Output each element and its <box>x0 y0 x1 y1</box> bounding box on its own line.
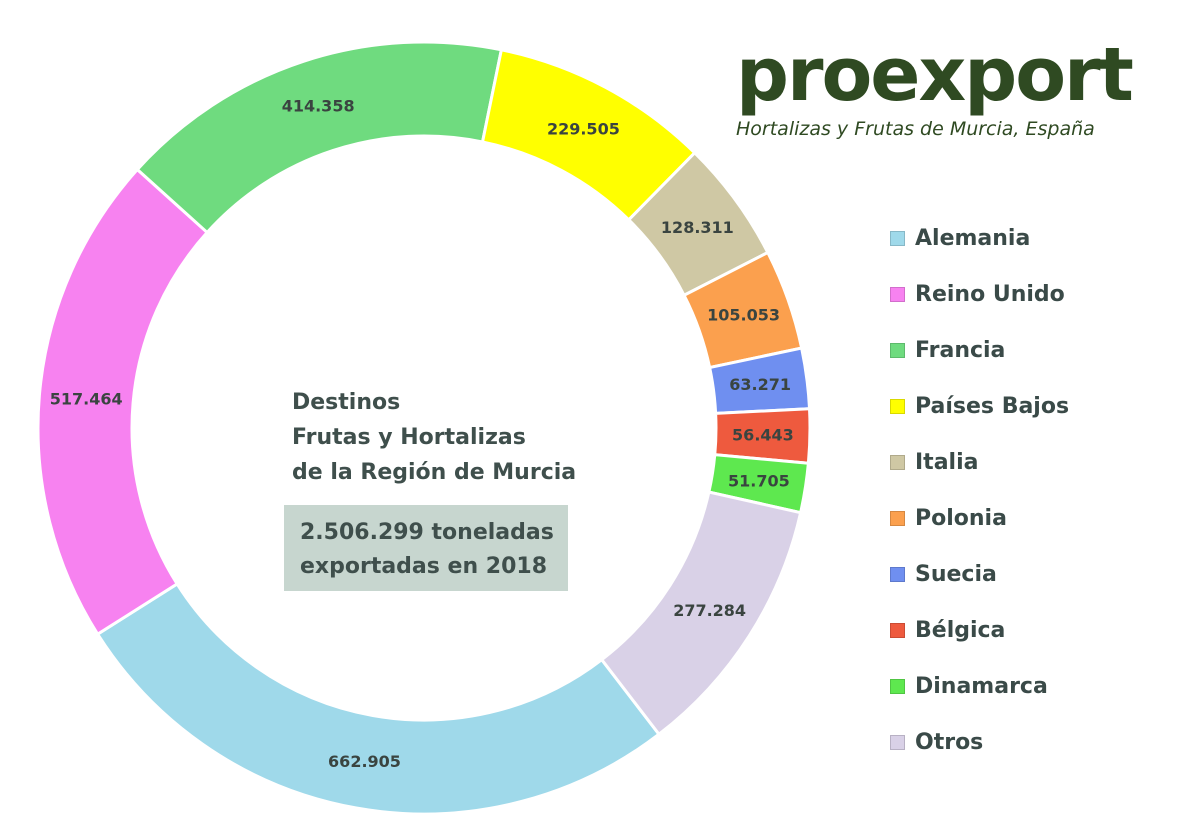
legend-label: Bélgica <box>915 617 1006 643</box>
legend-label: Polonia <box>915 505 1007 531</box>
data-label: 229.505 <box>547 119 620 138</box>
data-label: 662.905 <box>328 752 401 771</box>
chart-legend: Alemania Reino Unido Francia Países Bajos It… <box>890 210 1069 770</box>
legend-label: Reino Unido <box>915 281 1065 307</box>
donut-slice-francia <box>135 40 504 235</box>
legend-item: Suecia <box>890 546 1069 602</box>
data-label: 277.284 <box>673 601 746 620</box>
legend-swatch <box>890 398 905 414</box>
legend-label: Francia <box>915 337 1006 363</box>
legend-item: Países Bajos <box>890 378 1069 434</box>
data-label: 128.311 <box>661 218 734 237</box>
legend-item: Otros <box>890 714 1069 770</box>
center-title-line: Frutas y Hortalizas <box>292 425 526 450</box>
legend-label: Dinamarca <box>915 673 1048 699</box>
legend-label: Alemania <box>915 225 1031 251</box>
total-tonnage-box: 2.506.299 toneladas exportadas en 2018 <box>284 505 568 591</box>
logo-tagline: Hortalizas y Frutas de Murcia, España <box>736 118 1095 140</box>
data-label: 414.358 <box>282 96 355 115</box>
legend-label: Otros <box>915 729 984 755</box>
legend-item: Italia <box>890 434 1069 490</box>
legend-swatch <box>890 342 905 358</box>
chart-center-title: Destinos Frutas y Hortalizas de la Regió… <box>292 385 576 490</box>
data-label: 517.464 <box>50 390 123 409</box>
donut-slice-alemania <box>95 581 662 816</box>
legend-item: Polonia <box>890 490 1069 546</box>
center-title-line: de la Región de Murcia <box>292 460 577 485</box>
legend-swatch <box>890 566 905 582</box>
data-label: 105.053 <box>707 305 780 324</box>
data-label: 51.705 <box>728 471 790 490</box>
total-line: 2.506.299 toneladas <box>300 520 554 545</box>
center-title-line: Destinos <box>292 390 401 415</box>
legend-item: Francia <box>890 322 1069 378</box>
legend-swatch <box>890 230 905 246</box>
legend-label: Italia <box>915 449 979 475</box>
legend-item: Reino Unido <box>890 266 1069 322</box>
legend-label: Suecia <box>915 561 997 587</box>
legend-swatch <box>890 678 905 694</box>
donut-slice-otros <box>599 490 803 737</box>
legend-label: Países Bajos <box>915 393 1070 419</box>
legend-swatch <box>890 454 905 470</box>
data-label: 56.443 <box>732 426 794 445</box>
legend-swatch <box>890 734 905 750</box>
total-line: exportadas en 2018 <box>300 554 548 579</box>
proexport-logo: proexport Hortalizas y Frutas de Murcia,… <box>736 38 1136 140</box>
legend-swatch <box>890 622 905 638</box>
legend-item: Alemania <box>890 210 1069 266</box>
logo-wordmark: proexport <box>736 32 1134 118</box>
legend-swatch <box>890 510 905 526</box>
data-label: 63.271 <box>729 375 791 394</box>
legend-item: Bélgica <box>890 602 1069 658</box>
legend-swatch <box>890 286 905 302</box>
legend-item: Dinamarca <box>890 658 1069 714</box>
